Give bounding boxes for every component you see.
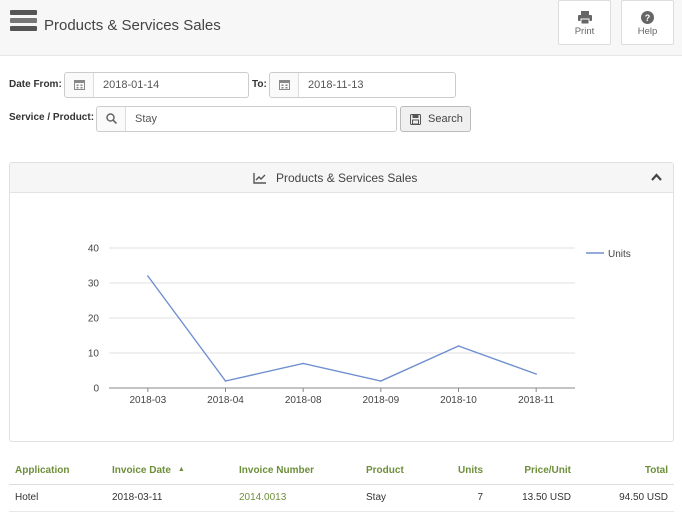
question-circle-icon: ? — [641, 11, 654, 24]
col-price-unit[interactable]: Price/Unit — [524, 465, 571, 476]
sales-chart-panel: Products & Services Sales 0 10 20 30 40 2018-… — [9, 162, 674, 442]
units-line-chart: 0 10 20 30 40 2018-03 2018-04 2018-08 2018-09 201… — [88, 244, 631, 407]
panel-title: Products & Services Sales — [276, 171, 418, 185]
calendar-icon — [74, 80, 85, 90]
data-point — [535, 373, 537, 375]
date-to-label: To: — [252, 79, 267, 90]
cell-application: Hotel — [15, 492, 39, 503]
sort-asc-icon: ▲ — [177, 466, 185, 473]
series-line-units — [147, 275, 537, 382]
cell-invoice-number-link[interactable]: 2014.0013 — [239, 492, 287, 503]
report-logo-icon — [10, 10, 37, 32]
service-search-addon — [97, 107, 126, 131]
service-product-field[interactable]: Stay — [96, 106, 397, 132]
save-disk-icon — [410, 114, 421, 125]
data-point — [147, 275, 149, 277]
col-application[interactable]: Application — [15, 465, 70, 476]
line-chart-icon — [253, 173, 266, 184]
col-total[interactable]: Total — [644, 465, 668, 476]
cell-price-unit: 13.50 USD — [522, 492, 571, 503]
sales-table: Application Invoice Date ▲ Invoice Number… — [9, 458, 674, 512]
x-tick-label: 2018-08 — [285, 395, 322, 406]
x-tick-label: 2018-11 — [518, 395, 554, 406]
help-label: Help — [637, 26, 658, 37]
y-tick-label: 30 — [88, 279, 100, 290]
print-label: Print — [574, 26, 595, 37]
print-button[interactable]: Print — [558, 0, 611, 45]
table-header-row: Application Invoice Date ▲ Invoice Number… — [9, 458, 674, 485]
service-product-label: Service / Product: — [9, 112, 95, 123]
service-product-value: Stay — [135, 113, 158, 125]
col-units[interactable]: Units — [458, 465, 483, 476]
date-from-value: 2018-01-14 — [103, 79, 160, 91]
printer-icon — [577, 11, 592, 24]
top-header: Products & Services Sales Print ? Help — [0, 0, 682, 56]
date-from-addon[interactable] — [65, 73, 94, 97]
col-invoice-number[interactable]: Invoice Number — [239, 465, 315, 476]
cell-product: Stay — [366, 492, 387, 503]
col-product[interactable]: Product — [366, 465, 404, 476]
col-invoice-date-label: Invoice Date — [112, 465, 171, 476]
panel-header: Products & Services Sales — [10, 163, 673, 193]
cell-units: 7 — [477, 492, 483, 503]
x-tick-label: 2018-10 — [440, 395, 477, 406]
cell-total: 94.50 USD — [619, 492, 668, 503]
data-point — [380, 380, 382, 382]
y-tick-label: 10 — [88, 349, 100, 360]
date-from-field[interactable]: 2018-01-14 — [64, 72, 249, 98]
x-tick-label: 2018-04 — [207, 395, 244, 406]
col-invoice-date[interactable]: Invoice Date ▲ — [112, 465, 185, 476]
svg-text:?: ? — [645, 13, 651, 23]
table-row: Hotel 2018-03-11 2014.0013 Stay 7 13.50 … — [9, 485, 674, 512]
page-title: Products & Services Sales — [44, 17, 221, 34]
y-tick-label: 0 — [93, 384, 99, 395]
search-button[interactable]: Search — [400, 106, 471, 132]
data-point — [302, 362, 304, 365]
y-tick-label: 20 — [88, 314, 100, 325]
date-from-label: Date From: — [9, 79, 62, 90]
data-point — [224, 380, 227, 382]
y-tick-label: 40 — [88, 244, 100, 255]
cell-invoice-date: 2018-03-11 — [112, 492, 163, 503]
date-to-field[interactable]: 2018-11-13 — [269, 72, 456, 98]
help-button[interactable]: ? Help — [621, 0, 674, 45]
legend-label-units: Units — [608, 249, 631, 260]
calendar-icon — [279, 80, 290, 90]
x-tick-label: 2018-09 — [362, 395, 399, 406]
data-point — [457, 345, 460, 347]
search-icon — [106, 113, 117, 124]
search-button-label: Search — [428, 113, 463, 125]
x-tick-label: 2018-03 — [129, 395, 166, 406]
chevron-up-icon[interactable] — [651, 173, 662, 181]
date-to-addon[interactable] — [270, 73, 299, 97]
date-to-value: 2018-11-13 — [308, 79, 364, 91]
